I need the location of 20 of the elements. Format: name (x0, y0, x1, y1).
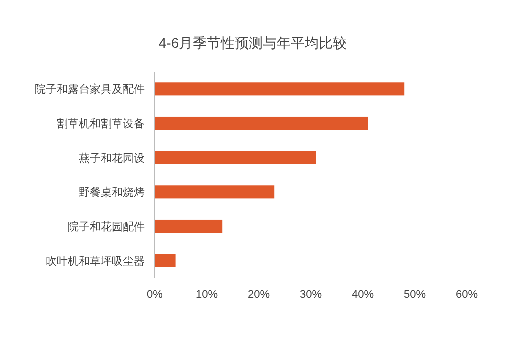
bar (155, 151, 316, 164)
bar (155, 220, 223, 234)
bar (155, 186, 275, 199)
y-tick-label: 割草机和割草设备 (57, 118, 145, 130)
bar (155, 116, 368, 130)
x-tick-label: 0% (147, 289, 164, 301)
x-tick-label: 60% (456, 289, 478, 301)
x-tick-label: 20% (248, 289, 270, 301)
y-tick-label: 吹叶机和草坪吸尘器 (46, 254, 145, 268)
x-tick-label: 10% (196, 289, 218, 301)
y-tick-label: 野餐桌和烧烤 (79, 186, 145, 200)
y-tick-label: 燕子和花园设 (79, 152, 145, 165)
y-tick-label: 院子和露台家具及配件 (35, 83, 145, 96)
bar (155, 82, 405, 96)
x-tick-label: 40% (352, 289, 374, 301)
x-tick-label: 50% (404, 289, 426, 301)
y-tick-label: 院子和花园配件 (68, 220, 145, 234)
chart-title: 4-6月季节性预测与年平均比较 (158, 35, 348, 51)
bar (155, 254, 176, 268)
x-tick-label: 30% (300, 289, 322, 301)
